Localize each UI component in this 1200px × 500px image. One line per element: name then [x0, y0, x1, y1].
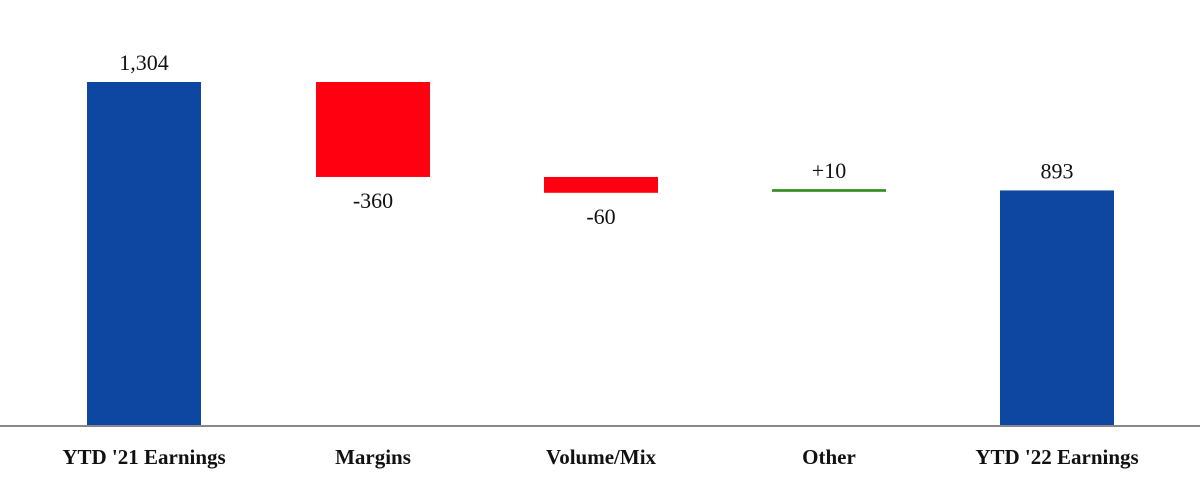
category-label-1: Margins	[335, 445, 411, 469]
value-label-0: 1,304	[119, 50, 169, 75]
category-label-3: Other	[802, 445, 856, 469]
bar-1	[316, 82, 430, 177]
bar-0	[87, 82, 201, 426]
category-label-0: YTD '21 Earnings	[62, 445, 225, 469]
value-label-1: -360	[353, 188, 393, 213]
bar-2	[544, 176, 658, 193]
category-label-4: YTD '22 Earnings	[975, 445, 1138, 469]
value-label-2: -60	[586, 204, 615, 229]
bars-layer	[87, 82, 1114, 426]
category-labels-layer: YTD '21 Earnings Margins Volume/Mix Other YT…	[62, 445, 1138, 469]
bar-4	[1000, 190, 1114, 426]
bar-3	[772, 189, 886, 192]
value-label-4: 893	[1041, 158, 1074, 183]
value-label-3: +10	[812, 158, 846, 183]
category-label-2: Volume/Mix	[546, 445, 657, 469]
value-labels-layer: 1,304 -360 -60 +10 893	[119, 50, 1073, 229]
